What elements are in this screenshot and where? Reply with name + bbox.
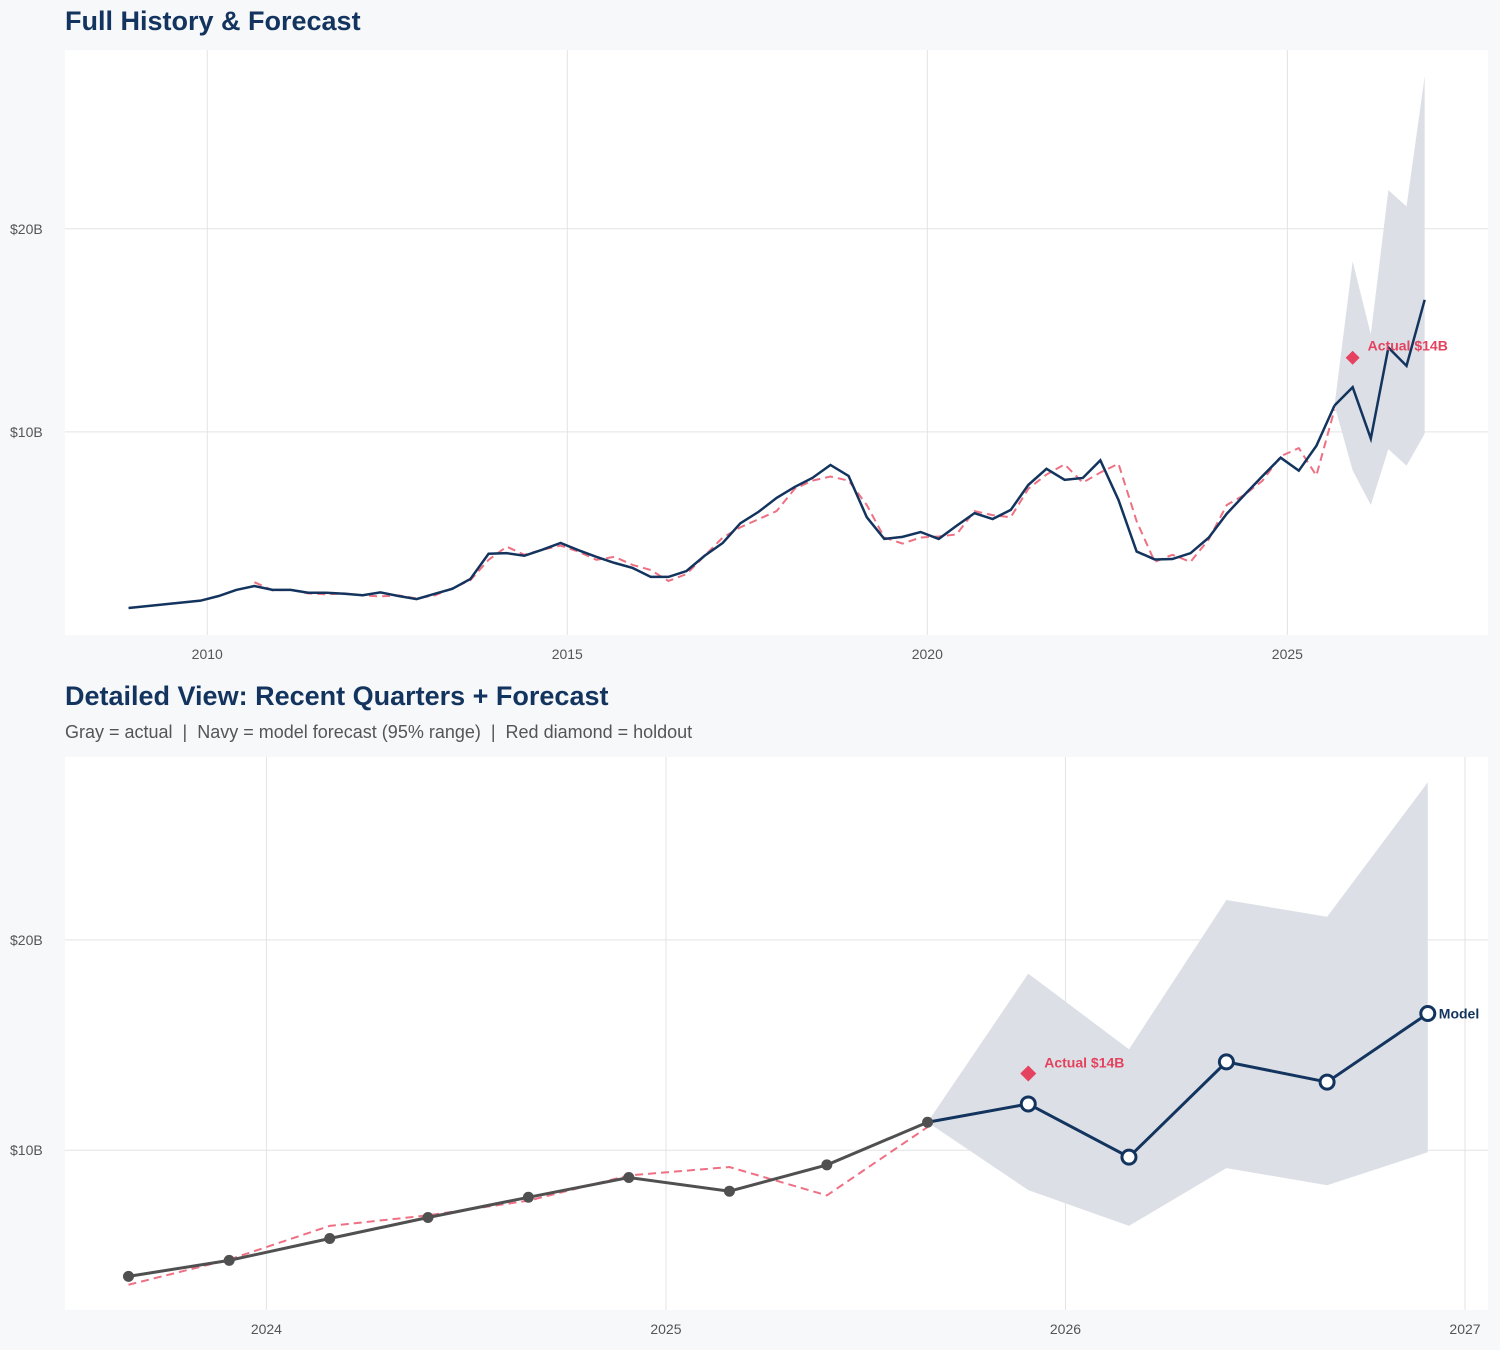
history-chart: 2010 2015 2020 2025 $10B $20B Actual $14B: [10, 50, 1488, 662]
plot-area: [65, 50, 1488, 635]
holdout-diamond-marker: [1345, 350, 1360, 365]
bottom-chart-title: Detailed View: Recent Quarters + Forecas…: [65, 681, 609, 711]
actual-point: [422, 1211, 434, 1223]
top-chart-title: Full History & Forecast: [65, 6, 361, 36]
x-tick-label: 2015: [552, 646, 583, 662]
forecast-line: [1333, 299, 1426, 444]
holdout-label: Actual $14B: [1368, 338, 1448, 354]
actual-point: [821, 1159, 833, 1171]
actual-point: [522, 1191, 534, 1203]
actual-point: [623, 1172, 635, 1184]
actual-point: [922, 1116, 934, 1128]
x-tick-label: 2026: [1050, 1321, 1081, 1337]
x-tick-label: 2025: [1272, 646, 1303, 662]
x-tick-label: 2010: [192, 646, 223, 662]
x-tick-label: 2024: [251, 1321, 282, 1337]
actual-point: [122, 1270, 134, 1282]
bottom-chart-subtitle: Gray = actual | Navy = model forecast (9…: [65, 722, 693, 742]
forecast-point: [1419, 1005, 1437, 1023]
actual-point: [223, 1254, 235, 1266]
y-tick-label: $10B: [10, 1142, 43, 1158]
forecast-confidence-band: [927, 782, 1428, 1226]
y-tick-label: $20B: [10, 221, 43, 237]
fitted-line: [253, 409, 1336, 600]
x-tick-label: 2025: [650, 1321, 681, 1337]
y-tick-label: $20B: [10, 932, 43, 948]
holdout-label: Actual $14B: [1044, 1054, 1124, 1070]
y-tick-label: $10B: [10, 424, 43, 440]
model-end-label: Model: [1439, 1006, 1479, 1022]
x-tick-label: 2027: [1449, 1321, 1480, 1337]
actual-line: [128, 404, 1336, 610]
holdout-diamond-marker: [1020, 1065, 1037, 1082]
forecast-point: [1217, 1053, 1235, 1071]
forecast-point: [1019, 1095, 1037, 1113]
forecast-line: [927, 1012, 1429, 1159]
forecast-point: [1318, 1073, 1336, 1091]
detail-chart: 2024 2025 2026 2027 $10B $20B Model Actual $14B: [10, 757, 1488, 1337]
x-tick-label: 2020: [912, 646, 943, 662]
actual-point: [324, 1233, 336, 1245]
forecast-point: [1120, 1148, 1138, 1166]
actual-point: [723, 1185, 735, 1197]
